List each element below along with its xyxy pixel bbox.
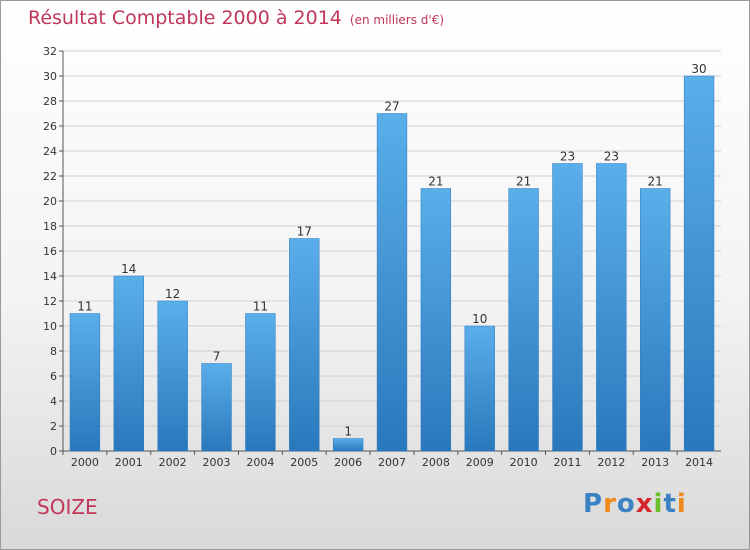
x-tick-label: 2009 [466,456,494,469]
y-tick-label: 22 [43,170,57,183]
bar [420,188,452,452]
bar [640,188,671,452]
bars [69,75,715,452]
y-tick-label: 16 [43,245,57,258]
bar [508,188,539,452]
bar [69,313,101,452]
bar-value-label: 10 [472,312,487,326]
y-tick-label: 6 [50,370,57,383]
bar [113,275,144,452]
commune-name: SOIZE [37,495,98,519]
chart-subtitle: (en milliers d'€) [349,13,445,27]
bar [289,238,320,452]
bar-value-label: 7 [213,350,221,364]
y-tick-label: 28 [43,95,57,108]
proxiti-logo[interactable]: Proxiti [583,489,687,519]
x-tick-label: 2014 [685,456,713,469]
y-tick-label: 26 [43,120,57,133]
bar-value-label: 11 [77,300,92,314]
y-tick-label: 14 [43,270,57,283]
logo-letter: t [663,489,677,519]
logo-letter: i [676,489,687,519]
labels: 0246810121416182022242628303211200014200… [43,45,713,469]
x-tick-label: 2012 [597,456,625,469]
y-tick-label: 4 [50,395,57,408]
y-tick-label: 30 [43,70,57,83]
x-tick-label: 2003 [203,456,231,469]
bar-value-label: 17 [297,225,312,239]
x-tick-label: 2010 [510,456,538,469]
x-tick-label: 2001 [115,456,143,469]
bar-value-label: 21 [648,175,663,189]
bar [157,300,188,452]
bar-value-label: 30 [691,62,706,76]
title-text: Résultat Comptable 2000 à 2014 [28,7,342,29]
x-tick-label: 2005 [290,456,318,469]
bar [552,163,583,452]
logo-letter: r [603,489,617,519]
bar-value-label: 23 [604,150,619,164]
x-tick-label: 2006 [334,456,362,469]
bar-value-label: 12 [165,287,180,301]
x-tick-label: 2002 [159,456,187,469]
x-tick-label: 2007 [378,456,406,469]
y-tick-label: 32 [43,45,57,58]
bar [683,75,715,452]
y-tick-label: 0 [50,445,57,458]
bar-value-label: 23 [560,150,575,164]
y-tick-label: 2 [50,420,57,433]
bar [332,438,364,452]
y-tick-label: 18 [43,220,57,233]
x-tick-label: 2000 [71,456,99,469]
bar [464,325,495,452]
logo-letter: o [616,489,636,519]
bar [596,163,627,452]
logo-letter: i [653,489,664,519]
y-tick-label: 8 [50,345,57,358]
y-tick-label: 10 [43,320,57,333]
bar [376,113,408,452]
y-tick-label: 20 [43,195,57,208]
bar-value-label: 11 [253,300,268,314]
bar [201,363,232,452]
x-tick-label: 2011 [553,456,581,469]
bar-value-label: 21 [516,175,531,189]
x-tick-label: 2008 [422,456,450,469]
chart-title: Résultat Comptable 2000 à 2014 (en millie… [28,7,444,29]
logo-letter: P [583,489,604,519]
y-tick-label: 24 [43,145,57,158]
x-tick-label: 2004 [246,456,274,469]
bar [245,313,276,452]
logo-letter: x [635,489,654,519]
bar-value-label: 27 [384,100,399,114]
x-tick-label: 2013 [641,456,669,469]
bar-value-label: 21 [428,175,443,189]
bar-value-label: 14 [121,262,136,276]
y-tick-label: 12 [43,295,57,308]
bar-value-label: 1 [344,425,352,439]
